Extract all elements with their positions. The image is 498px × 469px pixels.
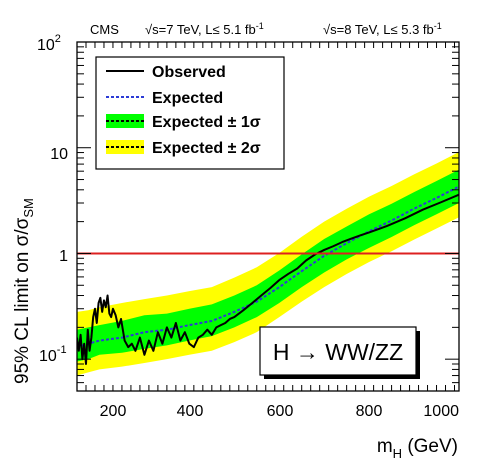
header-run7-exp: -1	[256, 21, 264, 31]
header-run7-text: √s=7 TeV, L≤ 5.1 fb	[145, 22, 256, 37]
observed-line	[77, 193, 459, 366]
header-cms: CMS	[90, 22, 119, 37]
legend-swatch-band2	[106, 140, 144, 154]
x-tick-label-400: 400	[177, 403, 204, 420]
x-tick-label-1000: 1000	[423, 403, 459, 420]
x-axis-label-sub: H	[393, 446, 402, 461]
header-run8-text: √s=8 TeV, L≤ 5.3 fb	[323, 22, 434, 37]
plot-area	[77, 152, 459, 376]
y-tick-label-10: 10	[50, 146, 68, 163]
legend-label-band1: Expected ± 1σ	[152, 114, 261, 131]
y-tick-label-100-exp: 2	[55, 33, 61, 45]
x-tick-label-800: 800	[356, 403, 383, 420]
x-axis-label: mH (GeV)	[377, 436, 458, 461]
y-tick-label-1: 1	[59, 248, 68, 265]
axis-ticks	[76, 41, 459, 392]
x-axis-label-unit: (GeV)	[402, 436, 458, 457]
x-axis-label-main: m	[377, 436, 393, 457]
y-tick-label-0p1-base: 10	[39, 348, 57, 365]
header-run8-exp: -1	[434, 21, 442, 31]
annotation-label: H → WW/ZZ	[273, 339, 403, 365]
annotation-box	[259, 326, 417, 376]
legend: Observed Expected Expected ± 1σ Expected…	[95, 56, 285, 170]
y-axis-label-sub: SM	[21, 198, 36, 218]
y-tick-label-0p1-exp: -1	[57, 344, 67, 356]
header-run7: √s=7 TeV, L≤ 5.1 fb-1	[145, 21, 264, 37]
band-1sigma	[77, 169, 459, 362]
legend-label-observed: Observed	[152, 64, 226, 81]
y-tick-label-100: 102	[37, 33, 61, 54]
x-tick-label-600: 600	[267, 403, 294, 420]
legend-label-band2: Expected ± 2σ	[152, 140, 261, 157]
y-tick-label-100-base: 10	[37, 37, 55, 54]
header-run8: √s=8 TeV, L≤ 5.3 fb-1	[323, 21, 442, 37]
legend-label-expected: Expected	[152, 90, 223, 107]
plot-frame	[76, 41, 460, 392]
y-axis-label: 95% CL limit on σ/σSM	[12, 198, 36, 384]
x-tick-label-200: 200	[100, 403, 127, 420]
legend-swatch-band1	[106, 114, 144, 128]
y-tick-label-0p1: 10-1	[39, 344, 67, 365]
annotation: H → WW/ZZ	[259, 326, 420, 379]
y-axis-label-main: 95% CL limit on σ/σ	[12, 217, 33, 384]
expected-line	[77, 185, 459, 349]
